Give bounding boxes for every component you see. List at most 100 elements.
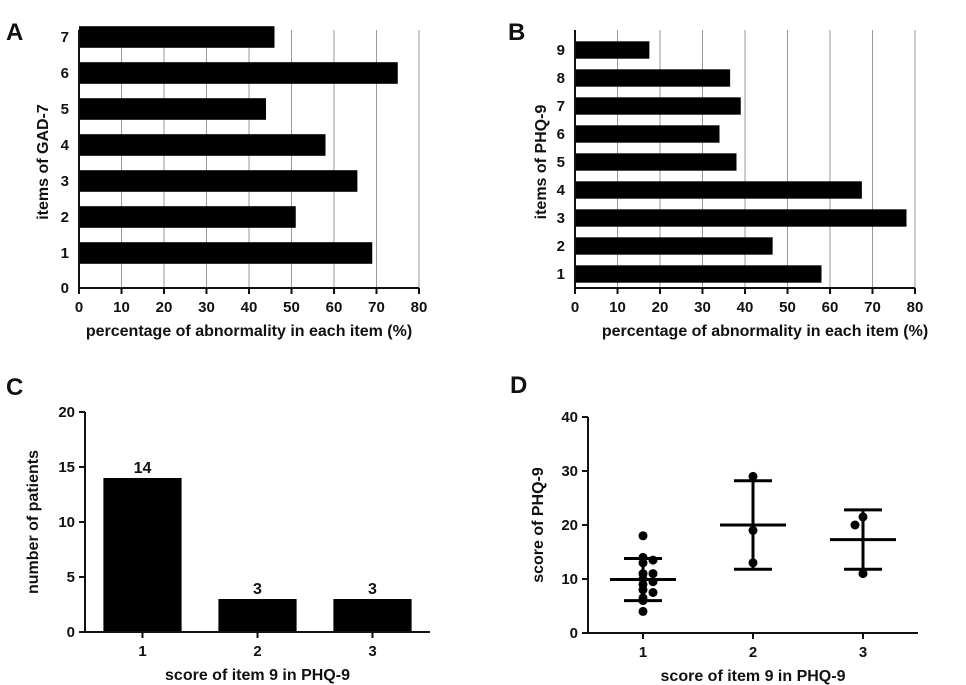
- panel-b-x-tick-label: 0: [571, 299, 579, 316]
- panel-c-x-tick-label: 3: [368, 643, 376, 660]
- panel-letter-a: A: [6, 19, 23, 46]
- panel-a-bar: [79, 242, 373, 264]
- panel-b-y-tick-label: 3: [557, 210, 565, 227]
- panel-letter-b: B: [508, 19, 525, 46]
- panel-b-chart: 1 2 3 4 5 6 7 8 9 0 10 20 30 40 50 60 70 80 percentage of …: [533, 30, 928, 340]
- panel-d-y-tick-label: 20: [561, 517, 578, 534]
- panel-letter-c: C: [6, 374, 23, 401]
- panel-d-point: [648, 577, 658, 587]
- panel-b-bar: [575, 153, 737, 171]
- panel-c-y-tick-label: 15: [58, 459, 75, 476]
- panel-c-bar: [103, 478, 182, 632]
- panel-c-data-label: 3: [368, 581, 377, 598]
- panel-b-bar: [575, 97, 741, 115]
- panel-d-y-tick-label: 10: [561, 571, 578, 588]
- panel-b-bar: [575, 69, 731, 87]
- panel-c-bar: [333, 599, 412, 632]
- panel-c-x-tick-label: 2: [253, 643, 261, 660]
- panel-d-y-tick-label: 0: [570, 625, 578, 642]
- panel-b-bar: [575, 41, 650, 59]
- panel-a-y-tick-label: 4: [61, 137, 70, 154]
- panel-c-x-tick-label: 1: [138, 643, 146, 660]
- panel-a-y-tick-label: 5: [61, 101, 69, 118]
- panel-d-point: [850, 520, 860, 530]
- panel-d-x-axis-title: score of item 9 in PHQ-9: [661, 668, 846, 685]
- panel-b-bar: [575, 209, 907, 227]
- panel-b-x-tick-label: 60: [822, 299, 839, 316]
- panel-d-point: [638, 558, 648, 568]
- panel-a-x-tick-label: 20: [156, 299, 173, 316]
- panel-d-point: [748, 525, 758, 535]
- panel-a-x-tick-label: 10: [113, 299, 130, 316]
- panel-b-x-tick-label: 50: [779, 299, 796, 316]
- panel-d-x-tick-label: 3: [859, 644, 867, 661]
- panel-a-x-tick-label: 70: [368, 299, 385, 316]
- panel-b-x-tick-label: 40: [737, 299, 754, 316]
- panel-a-x-tick-label: 0: [75, 299, 83, 316]
- panel-d-point: [858, 512, 868, 522]
- panel-b-y-tick-label: 9: [557, 42, 565, 59]
- panel-d-y-tick-label: 40: [561, 409, 578, 426]
- panel-a-bar: [79, 206, 296, 228]
- panel-b-x-tick-label: 10: [609, 299, 626, 316]
- panel-b-x-tick-label: 30: [694, 299, 711, 316]
- panel-b-bar: [575, 125, 720, 143]
- panel-b-x-tick-label: 20: [652, 299, 669, 316]
- panel-a-y-tick-label: 3: [61, 173, 69, 190]
- panel-a-bar: [79, 62, 398, 84]
- panel-d-point: [858, 569, 868, 579]
- panel-a-bar: [79, 170, 358, 192]
- panel-a-x-tick-label: 30: [198, 299, 215, 316]
- panel-a-y-tick-label: 2: [61, 209, 69, 226]
- panel-d-point: [638, 596, 648, 606]
- panel-c-data-label: 3: [253, 581, 262, 598]
- panel-d-y-tick-label: 30: [561, 463, 578, 480]
- panel-a-x-axis-title: percentage of abnormality in each item (…: [86, 323, 412, 340]
- panel-d-x-tick-label: 1: [639, 644, 647, 661]
- panel-b-x-axis-title: percentage of abnormality in each item (…: [602, 323, 928, 340]
- panel-c-x-axis-title: score of item 9 in PHQ-9: [165, 667, 350, 684]
- panel-a-x-tick-label: 50: [283, 299, 300, 316]
- panel-c-y-tick-label: 0: [67, 624, 75, 641]
- panel-d-y-axis-title: score of PHQ-9: [530, 467, 547, 583]
- panel-d-point: [648, 588, 658, 597]
- panel-c-y-tick-label: 20: [58, 404, 75, 421]
- panel-a-bar: [79, 134, 326, 156]
- panel-d-point: [748, 471, 758, 481]
- panel-a-y-zero-label: 0: [61, 280, 69, 297]
- panel-a-x-tick-label: 40: [241, 299, 258, 316]
- panel-d-point: [638, 585, 648, 595]
- panel-d-x-tick-label: 2: [749, 644, 757, 661]
- panel-b-y-tick-label: 4: [557, 182, 566, 199]
- panel-d-point: [638, 606, 648, 616]
- panel-b-bar: [575, 237, 773, 255]
- panel-b-y-axis-title: items of PHQ-9: [533, 105, 550, 220]
- panel-a-y-tick-label: 1: [61, 245, 69, 262]
- panel-b-y-tick-label: 7: [557, 98, 565, 115]
- panel-a-y-tick-label: 6: [61, 65, 69, 82]
- panel-a-bar: [79, 26, 275, 48]
- panel-c-y-tick-label: 5: [67, 569, 75, 586]
- panel-b-x-tick-label: 80: [907, 299, 924, 316]
- panel-c-bar: [218, 599, 297, 632]
- panel-b-y-tick-label: 5: [557, 154, 565, 171]
- panel-a-y-axis-title: items of GAD-7: [35, 104, 52, 220]
- panel-c-y-tick-label: 10: [58, 514, 75, 531]
- panel-d-point: [648, 569, 658, 579]
- panel-a-x-tick-label: 60: [326, 299, 343, 316]
- panel-a-y-tick-label: 7: [61, 29, 69, 46]
- panel-c-chart: 14 1 3 2 3 3 0 5 10 15 20 score of item 9 in PHQ-9 n…: [25, 404, 430, 684]
- panel-b-y-tick-label: 8: [557, 70, 565, 87]
- panel-b-y-tick-label: 1: [557, 266, 565, 283]
- panel-c-y-axis-title: number of patients: [25, 450, 42, 594]
- panel-b-y-tick-label: 2: [557, 238, 565, 255]
- panel-letter-d: D: [510, 372, 527, 399]
- panel-d-point: [648, 555, 658, 565]
- panel-b-x-tick-label: 70: [864, 299, 881, 316]
- panel-b-y-tick-label: 6: [557, 126, 565, 143]
- panel-b-bar: [575, 265, 822, 283]
- panel-b-bar: [575, 181, 862, 199]
